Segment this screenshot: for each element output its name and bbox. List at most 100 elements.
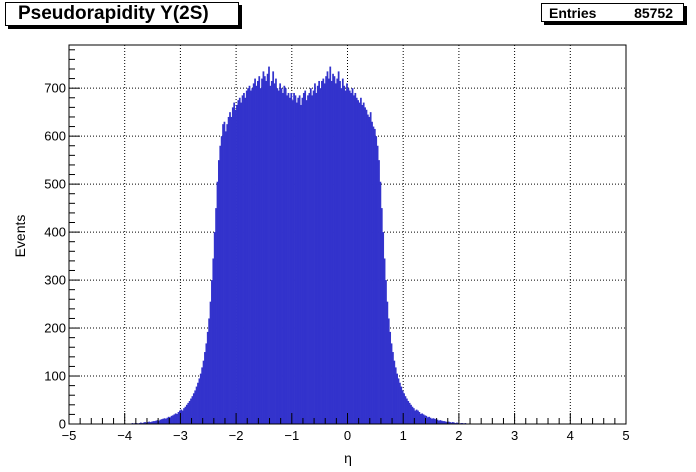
- histogram-bar: [397, 378, 400, 424]
- histogram-bar: [334, 83, 337, 424]
- histogram-bar: [354, 92, 357, 425]
- histogram-bar: [433, 418, 436, 424]
- histogram-bar: [336, 78, 339, 424]
- histogram-bar: [294, 95, 297, 425]
- histogram-bar: [234, 109, 237, 425]
- histogram-bar: [400, 386, 403, 424]
- histogram-bar: [428, 416, 431, 424]
- histogram-bar: [226, 124, 229, 424]
- histogram-bar: [312, 90, 315, 424]
- histogram-bar: [172, 415, 174, 424]
- histogram-bar: [379, 181, 382, 424]
- histogram-bar: [399, 382, 401, 424]
- histogram-bar: [318, 80, 320, 424]
- histogram-bar: [251, 88, 254, 424]
- x-tick-label: 0: [344, 428, 351, 443]
- histogram-bar: [451, 422, 454, 424]
- histogram-bar: [325, 76, 327, 425]
- histogram-bar: [308, 92, 311, 425]
- histogram-bar: [223, 121, 226, 424]
- histogram-bar: [222, 124, 224, 424]
- histogram-bar: [197, 382, 199, 424]
- histogram-bar: [142, 422, 145, 424]
- histogram-bar: [212, 258, 215, 424]
- histogram-bar: [230, 116, 233, 424]
- histogram-bar: [155, 420, 158, 424]
- histogram-bar: [215, 208, 217, 424]
- histogram-bar: [247, 88, 249, 424]
- histogram-bar: [252, 83, 255, 424]
- histogram-bar: [343, 85, 346, 425]
- histogram-bar: [301, 97, 304, 424]
- histogram-bar: [265, 80, 268, 424]
- histogram-bar: [237, 100, 240, 424]
- x-axis-title: η: [344, 450, 352, 466]
- histogram-bar: [217, 160, 220, 425]
- stats-entries-label: Entries: [549, 4, 597, 21]
- histogram-bar: [256, 80, 259, 424]
- histogram-bar: [449, 422, 451, 424]
- x-tick-label: 1: [400, 428, 407, 443]
- histogram-bar: [383, 258, 386, 424]
- histogram-bar: [236, 104, 238, 424]
- histogram-bar: [305, 100, 308, 424]
- histogram-bar: [254, 78, 256, 424]
- histogram-bar: [205, 343, 208, 424]
- histogram-bar: [346, 83, 348, 424]
- histogram-bar: [173, 414, 176, 424]
- bars-layer: [124, 66, 474, 425]
- histogram-bar: [270, 80, 273, 424]
- histogram-bar: [321, 80, 323, 424]
- histogram-bar: [432, 418, 435, 424]
- histogram-bar: [282, 92, 284, 425]
- histogram-bar: [231, 107, 234, 424]
- histogram-bar: [283, 85, 286, 425]
- histogram-bar: [167, 416, 170, 424]
- histogram-bar: [386, 301, 389, 424]
- histogram-bar: [376, 145, 379, 425]
- x-tick-label: −1: [284, 428, 299, 443]
- histogram-bar: [287, 92, 290, 425]
- histogram-bar: [238, 97, 241, 424]
- histogram-bar: [373, 128, 376, 425]
- chart-title: Pseudorapidity Y(2S): [18, 3, 209, 24]
- histogram-bar: [304, 90, 307, 424]
- histogram-bar: [275, 78, 277, 424]
- histogram-bar: [279, 83, 282, 424]
- histogram-bar: [385, 280, 387, 424]
- histogram-bar: [140, 422, 142, 424]
- histogram-bar: [213, 232, 216, 424]
- histogram-bar: [298, 95, 301, 425]
- histogram-bar: [262, 71, 265, 424]
- histogram-bar: [276, 88, 279, 424]
- histogram-bar: [219, 145, 222, 425]
- histogram-bar: [348, 90, 351, 424]
- histogram-bar: [149, 422, 152, 424]
- histogram-bar: [450, 422, 453, 424]
- histogram-bar: [358, 102, 361, 425]
- histogram-bar: [438, 420, 440, 424]
- histogram-bar: [309, 88, 312, 424]
- histogram-bar: [360, 97, 362, 424]
- stats-box: Entries 85752: [541, 3, 684, 22]
- histogram-bar: [456, 422, 458, 424]
- y-tick-label: 0: [59, 417, 66, 432]
- histogram-bar: [284, 88, 287, 424]
- histogram-bar: [440, 420, 443, 424]
- histogram-bar: [319, 88, 322, 424]
- histogram-bar: [144, 422, 146, 424]
- histogram-bar: [198, 378, 201, 424]
- histogram-bar: [248, 85, 251, 425]
- histogram-bar: [375, 136, 378, 424]
- histogram-bar: [330, 80, 333, 424]
- histogram-bar: [418, 412, 421, 424]
- histogram-bar: [410, 404, 412, 424]
- y-tick-label: 700: [44, 81, 66, 96]
- histogram-bar: [206, 331, 209, 424]
- histogram-bar: [362, 102, 365, 425]
- histogram-bar: [407, 400, 410, 424]
- histogram-bar: [250, 90, 252, 424]
- histogram-bar: [297, 97, 300, 424]
- histogram-bar: [185, 404, 188, 424]
- histogram-bar: [353, 95, 355, 425]
